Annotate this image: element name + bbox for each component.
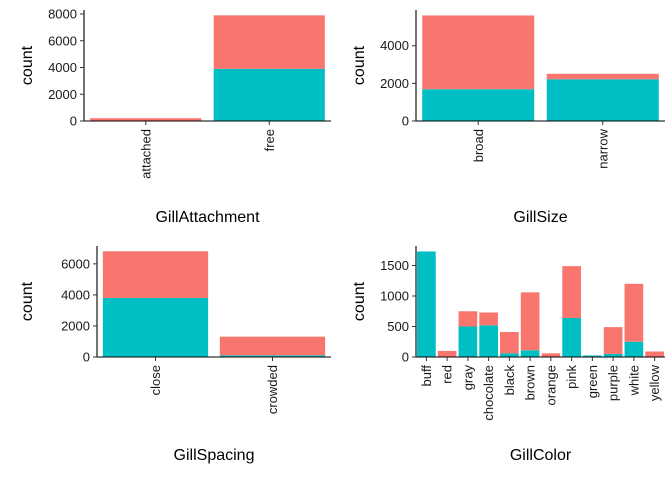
x-tick-label-orange: orange [543,365,558,405]
chart-panel-4: 0 500 1000 1500 buff red gray chocolate black bro… [351,246,665,464]
y-tick-label: 4000 [48,60,77,75]
bar-close-series-2 [102,251,209,299]
x-tick-label-yellow: yellow [647,364,662,401]
y-axis-title: count [19,281,36,321]
y-tick-label: 2000 [48,87,77,102]
x-tick-label-close: close [148,365,163,395]
bar-chocolate-series-1 [479,325,498,357]
bar-pink-series-1 [562,317,581,357]
bar-brown-series-2 [520,292,540,351]
x-tick-label-attached: attached [138,129,153,179]
y-tick-label: 4000 [61,287,90,302]
y-tick-label: 2000 [380,76,409,91]
x-tick-label-buff: buff [419,365,434,387]
x-tick-label-black: black [502,365,517,396]
bar-black-series-1 [500,353,519,357]
chart-panel-3: 0 2000 4000 6000 close crowded GillSpacing coun… [19,246,331,464]
bar-attached-series-2 [90,118,202,121]
x-tick-label-gray: gray [460,365,475,391]
x-tick-label-pink: pink [564,365,579,389]
bar-free-series-1 [213,68,325,121]
x-tick-label-brown: brown [523,365,538,400]
bar-broad-series-1 [422,89,535,121]
y-axis-title: count [351,45,368,85]
y-tick-label: 2000 [61,318,90,333]
x-tick-label-broad: broad [471,129,486,162]
bar-white-series-2 [624,283,644,342]
bar-green-series-1 [583,355,602,357]
y-tick-label: 0 [70,114,77,129]
bar-narrow-series-2 [546,73,659,80]
bar-close-series-1 [102,298,209,357]
bar-buff-series-1 [417,251,436,357]
x-axis-title: GillSpacing [174,447,255,464]
x-axis-title: GillColor [510,447,572,464]
bar-crowded-series-2 [219,336,326,356]
y-tick-label: 1000 [380,289,409,304]
bar-gray-series-1 [458,326,478,357]
y-tick-label: 0 [402,350,409,365]
x-tick-label-narrow: narrow [595,128,610,168]
bar-broad-series-2 [422,15,535,90]
bar-free-series-2 [213,15,325,69]
chart-panel-1: 0 2000 4000 6000 8000 attached free GillAttachm… [19,7,331,226]
x-axis-title: GillAttachment [155,209,260,226]
bar-narrow-series-1 [546,79,659,121]
y-axis-title: count [351,281,368,321]
bar-pink-series-2 [562,266,581,318]
bar-black-series-2 [500,331,519,354]
bar-gray-series-2 [458,311,478,327]
y-tick-label: 4000 [380,38,409,53]
chart-panel-2: 0 2000 4000 broad narrow GillSize count [351,10,665,226]
x-tick-label-free: free [262,129,277,151]
x-tick-label-crowded: crowded [265,365,280,414]
x-tick-label-red: red [440,365,455,384]
bar-chocolate-series-2 [479,312,498,326]
bar-yellow-series-2 [645,351,664,357]
bar-brown-series-1 [520,350,540,357]
y-tick-label: 500 [387,319,409,334]
bar-red-series-2 [437,350,457,357]
y-tick-label: 0 [83,350,90,365]
bar-white-series-1 [624,341,644,357]
bar-purple-series-1 [603,353,623,357]
y-tick-label: 6000 [61,256,90,271]
y-tick-label: 6000 [48,33,77,48]
y-tick-label: 0 [402,114,409,129]
x-tick-label-green: green [585,365,600,398]
y-axis-title: count [19,45,36,85]
bar-orange-series-2 [541,353,561,357]
x-tick-label-white: white [626,365,641,396]
x-tick-label-chocolate: chocolate [481,365,496,421]
y-tick-label: 1500 [380,258,409,273]
y-tick-label: 8000 [48,7,77,22]
bar-crowded-series-1 [219,355,326,357]
x-tick-label-purple: purple [606,365,621,401]
bar-purple-series-2 [603,327,623,354]
x-axis-title: GillSize [513,209,567,226]
